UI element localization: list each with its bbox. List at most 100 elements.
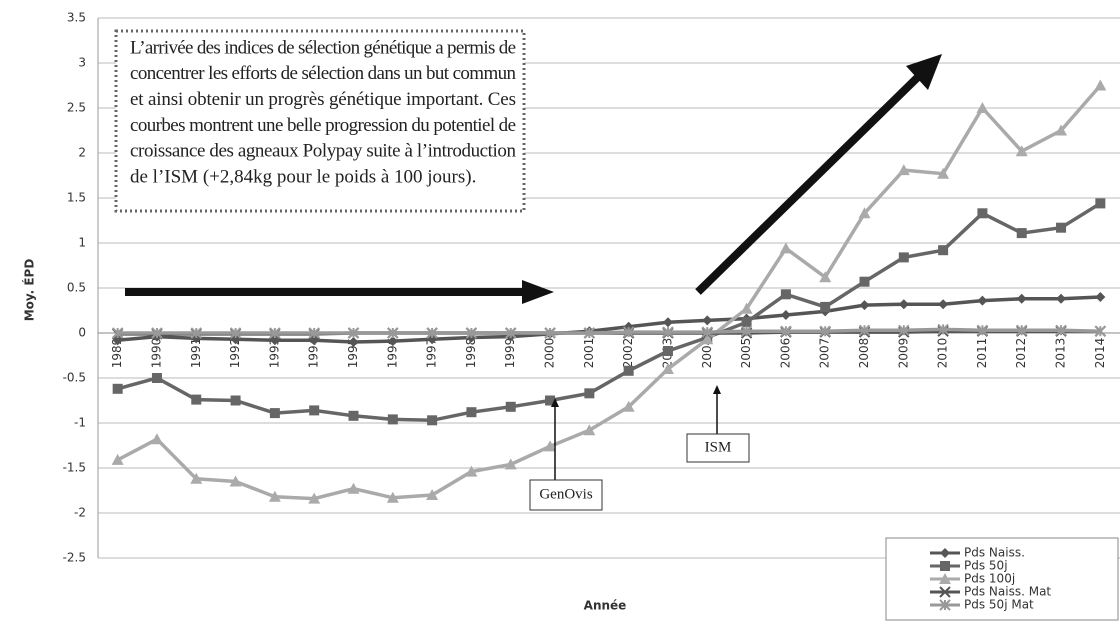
point bbox=[898, 252, 909, 263]
legend-label: Pds Naiss. bbox=[964, 546, 1025, 560]
point bbox=[662, 317, 673, 328]
point bbox=[111, 453, 124, 465]
y-tick-label: 3.5 bbox=[67, 11, 86, 25]
x-tick-label: 2000 bbox=[543, 338, 557, 369]
point bbox=[898, 324, 910, 337]
legend-label: Pds 50j Mat bbox=[964, 598, 1034, 612]
legend-label: Pds 100j bbox=[964, 572, 1015, 586]
point bbox=[622, 400, 635, 412]
x-tick-label: 2008 bbox=[857, 338, 871, 369]
point bbox=[583, 424, 596, 436]
arrow-head bbox=[906, 54, 942, 90]
x-tick-label: 2010 bbox=[936, 338, 950, 369]
point bbox=[820, 301, 831, 312]
point bbox=[938, 245, 949, 256]
x-tick-label: 2002 bbox=[621, 338, 635, 369]
point bbox=[937, 323, 949, 336]
point bbox=[976, 324, 989, 337]
point bbox=[308, 327, 320, 339]
point bbox=[938, 299, 949, 310]
point bbox=[347, 327, 360, 339]
x-tick-label: 1997 bbox=[425, 338, 439, 369]
point bbox=[504, 458, 517, 470]
point bbox=[151, 373, 162, 383]
x-tick-label: 1995 bbox=[346, 338, 360, 369]
point bbox=[387, 414, 398, 425]
point bbox=[387, 327, 399, 339]
point bbox=[150, 433, 163, 445]
point bbox=[309, 405, 320, 416]
point bbox=[347, 482, 360, 494]
point bbox=[269, 408, 280, 419]
x-tick-label: 2012 bbox=[1014, 338, 1028, 369]
y-tick-label: 0 bbox=[78, 326, 86, 340]
point bbox=[191, 394, 202, 405]
point bbox=[1055, 324, 1067, 337]
point bbox=[1016, 324, 1028, 337]
y-tick-label: -1 bbox=[74, 416, 86, 430]
point bbox=[1056, 293, 1067, 304]
y-tick-label: -1.5 bbox=[63, 461, 86, 475]
y-tick-label: 2 bbox=[78, 146, 86, 160]
callout-box bbox=[686, 433, 750, 463]
point bbox=[308, 492, 321, 504]
point bbox=[859, 276, 870, 287]
x-tick-label: 2011 bbox=[975, 338, 989, 369]
point bbox=[780, 325, 792, 337]
x-tick-label: 1994 bbox=[307, 338, 321, 369]
point bbox=[1055, 124, 1068, 136]
arrow-head bbox=[551, 398, 559, 407]
series-line bbox=[116, 84, 1102, 501]
legend-marker bbox=[939, 599, 951, 611]
point bbox=[230, 395, 241, 406]
point bbox=[701, 326, 713, 338]
annotation-text: concentrer les efforts de sélection dans… bbox=[130, 63, 517, 84]
point bbox=[466, 407, 477, 418]
point bbox=[859, 300, 870, 311]
y-tick-label: -2 bbox=[74, 506, 86, 520]
y-tick-label: 1 bbox=[78, 236, 86, 250]
x-tick-label: 1991 bbox=[189, 338, 203, 369]
point bbox=[623, 365, 634, 376]
legend-label: Pds Naiss. Mat bbox=[964, 585, 1051, 599]
point bbox=[976, 102, 989, 113]
x-tick-label: 2014 bbox=[1093, 338, 1107, 369]
x-tick-label: 2006 bbox=[778, 338, 792, 369]
x-tick-label: 2005 bbox=[739, 338, 753, 369]
series-line bbox=[117, 295, 1101, 344]
point bbox=[151, 327, 163, 339]
point bbox=[426, 327, 438, 339]
point bbox=[858, 324, 871, 337]
point bbox=[977, 208, 988, 219]
x-tick-label: 1989 bbox=[110, 338, 124, 369]
point bbox=[545, 395, 556, 406]
point bbox=[1016, 228, 1027, 239]
series-line bbox=[117, 201, 1102, 423]
point bbox=[1016, 293, 1027, 304]
point bbox=[1095, 198, 1106, 209]
point bbox=[348, 410, 359, 421]
point bbox=[190, 327, 202, 339]
point bbox=[386, 491, 399, 503]
point bbox=[190, 472, 203, 484]
annotation-text: L’arrivée des indices de sélection génét… bbox=[130, 37, 516, 58]
point bbox=[1095, 292, 1106, 302]
point bbox=[505, 401, 516, 412]
x-tick-label: 1990 bbox=[149, 338, 163, 369]
callout-label: ISM bbox=[705, 439, 732, 455]
callout-label: GenOvis bbox=[539, 486, 592, 502]
annotation-text: et ainsi obtenir un progrès génétique im… bbox=[130, 89, 516, 110]
point bbox=[427, 415, 438, 426]
legend-marker bbox=[939, 573, 951, 584]
point bbox=[858, 207, 871, 219]
point bbox=[426, 489, 439, 500]
y-tick-label: 3 bbox=[78, 56, 86, 70]
point bbox=[779, 242, 792, 254]
legend bbox=[885, 537, 1119, 621]
point bbox=[269, 327, 281, 339]
point bbox=[348, 337, 359, 347]
point bbox=[898, 299, 909, 310]
point bbox=[465, 465, 478, 477]
legend-label: Pds 50j bbox=[964, 559, 1008, 573]
